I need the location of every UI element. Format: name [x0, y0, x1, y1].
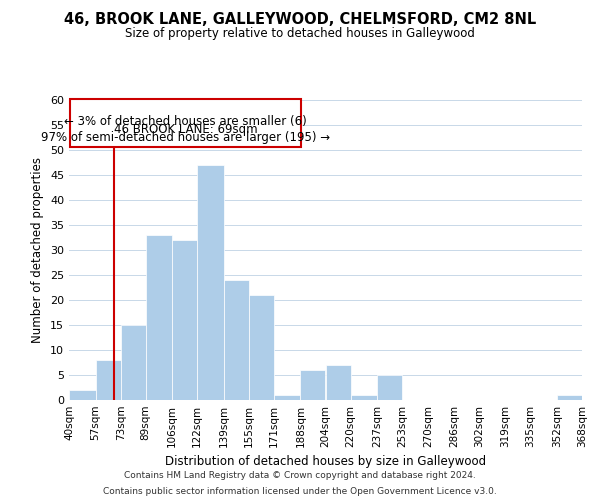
Text: 46 BROOK LANE: 69sqm: 46 BROOK LANE: 69sqm	[113, 122, 257, 136]
Y-axis label: Number of detached properties: Number of detached properties	[31, 157, 44, 343]
Bar	[377, 375, 402, 400]
Bar	[274, 395, 301, 400]
Text: Contains public sector information licensed under the Open Government Licence v3: Contains public sector information licen…	[103, 486, 497, 496]
Bar	[224, 280, 249, 400]
Bar	[146, 235, 172, 400]
Bar	[325, 365, 350, 400]
Text: ← 3% of detached houses are smaller (6): ← 3% of detached houses are smaller (6)	[64, 115, 307, 128]
FancyBboxPatch shape	[70, 98, 301, 146]
X-axis label: Distribution of detached houses by size in Galleywood: Distribution of detached houses by size …	[165, 456, 486, 468]
Bar	[301, 370, 325, 400]
Text: Size of property relative to detached houses in Galleywood: Size of property relative to detached ho…	[125, 28, 475, 40]
Bar	[95, 360, 121, 400]
Bar	[69, 390, 95, 400]
Text: 46, BROOK LANE, GALLEYWOOD, CHELMSFORD, CM2 8NL: 46, BROOK LANE, GALLEYWOOD, CHELMSFORD, …	[64, 12, 536, 28]
Bar	[172, 240, 197, 400]
Bar	[249, 295, 274, 400]
Text: Contains HM Land Registry data © Crown copyright and database right 2024.: Contains HM Land Registry data © Crown c…	[124, 472, 476, 480]
Bar	[121, 325, 146, 400]
Bar	[197, 165, 224, 400]
Bar	[350, 395, 377, 400]
Text: 97% of semi-detached houses are larger (195) →: 97% of semi-detached houses are larger (…	[41, 132, 330, 144]
Bar	[557, 395, 582, 400]
